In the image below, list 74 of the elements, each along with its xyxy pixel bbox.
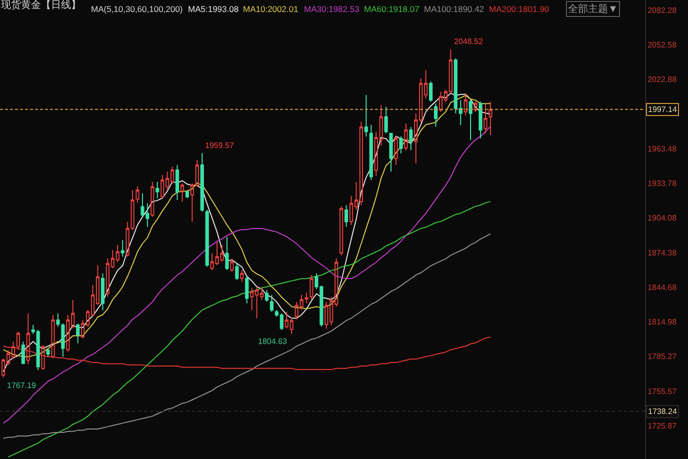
text: 1767.19 [7, 381, 36, 390]
candlestick [205, 209, 209, 268]
candlestick [404, 122, 408, 151]
candlestick [488, 101, 492, 136]
y-tick-label: 2022.88 [648, 75, 678, 84]
candlestick [409, 126, 413, 151]
text: MA5:1993.08 [188, 4, 239, 14]
y-tick-label: 1874.38 [648, 248, 678, 258]
annotation: MA(5,10,30,60,100,200) [91, 4, 183, 14]
candlestick [399, 136, 403, 154]
candlestick [468, 100, 472, 141]
ref-line-label: 1997.14 [648, 105, 678, 114]
candlestick [340, 206, 344, 256]
candlestick [200, 152, 204, 212]
candlestick [369, 124, 373, 181]
candlestick [478, 101, 482, 139]
candlestick [245, 276, 249, 304]
line-series [2, 126, 491, 424]
candlestick [185, 190, 190, 199]
text: MA100:1890.42 [424, 4, 484, 14]
line-series [2, 336, 491, 370]
candlestick [56, 312, 60, 328]
text: 全部主题▼ [568, 3, 618, 15]
text: MA10:2002.01 [243, 4, 299, 14]
y-tick-label: 1814.98 [648, 318, 678, 327]
y-tick-label: 2052.58 [648, 40, 678, 50]
candlestick [264, 290, 269, 302]
candlestick [434, 102, 438, 128]
candlestick [464, 92, 468, 116]
candlestick [384, 106, 388, 134]
candlestick [156, 181, 160, 199]
candlestick [21, 341, 25, 365]
candlestick [230, 258, 234, 272]
y-tick-label: 1963.48 [648, 144, 678, 154]
candlestick [120, 240, 124, 258]
y-tick-label: 1933.78 [648, 179, 678, 188]
candlestick [46, 348, 50, 358]
candlestick [235, 262, 239, 280]
text: 2048.52 [454, 37, 483, 46]
candlestick [150, 181, 154, 218]
candlestick [344, 204, 348, 228]
candlestick [51, 314, 55, 359]
candlestick [310, 274, 314, 300]
candlestick [225, 236, 229, 270]
candlestick [240, 269, 244, 282]
y-tick-label: 1785.27 [648, 352, 678, 362]
candlestick [100, 272, 105, 311]
candlestick [484, 102, 488, 134]
y-tick-label: 1755.57 [648, 386, 678, 396]
candlestick [41, 344, 45, 371]
line-series [2, 233, 491, 439]
candlestick [270, 294, 274, 312]
candlestick [474, 101, 478, 112]
text: MA60:1918.07 [364, 4, 420, 14]
text: 1804.63 [258, 337, 287, 346]
candlestick [364, 94, 368, 138]
text: MA30:1982.53 [304, 4, 360, 14]
text: 1959.57 [205, 141, 234, 150]
y-tick-label: 1904.08 [648, 214, 678, 223]
y-tick-label: 2082.28 [648, 6, 678, 15]
candlestick [428, 81, 433, 102]
candlestick [180, 182, 184, 202]
candlestick [389, 132, 393, 172]
candlestick [26, 312, 30, 365]
y-tick-label: 1725.87 [648, 421, 678, 430]
candlestick [61, 322, 65, 358]
text: MA200:1801.90 [489, 4, 550, 14]
candlestick [175, 164, 180, 200]
chart-title: 现货黄金【日线】 [1, 0, 81, 11]
candlestick [394, 136, 398, 166]
candlestick [76, 322, 80, 344]
y-tick-label: 1844.68 [648, 282, 678, 292]
ref-line-label: 1738.24 [648, 407, 678, 416]
line-series [8, 201, 491, 458]
